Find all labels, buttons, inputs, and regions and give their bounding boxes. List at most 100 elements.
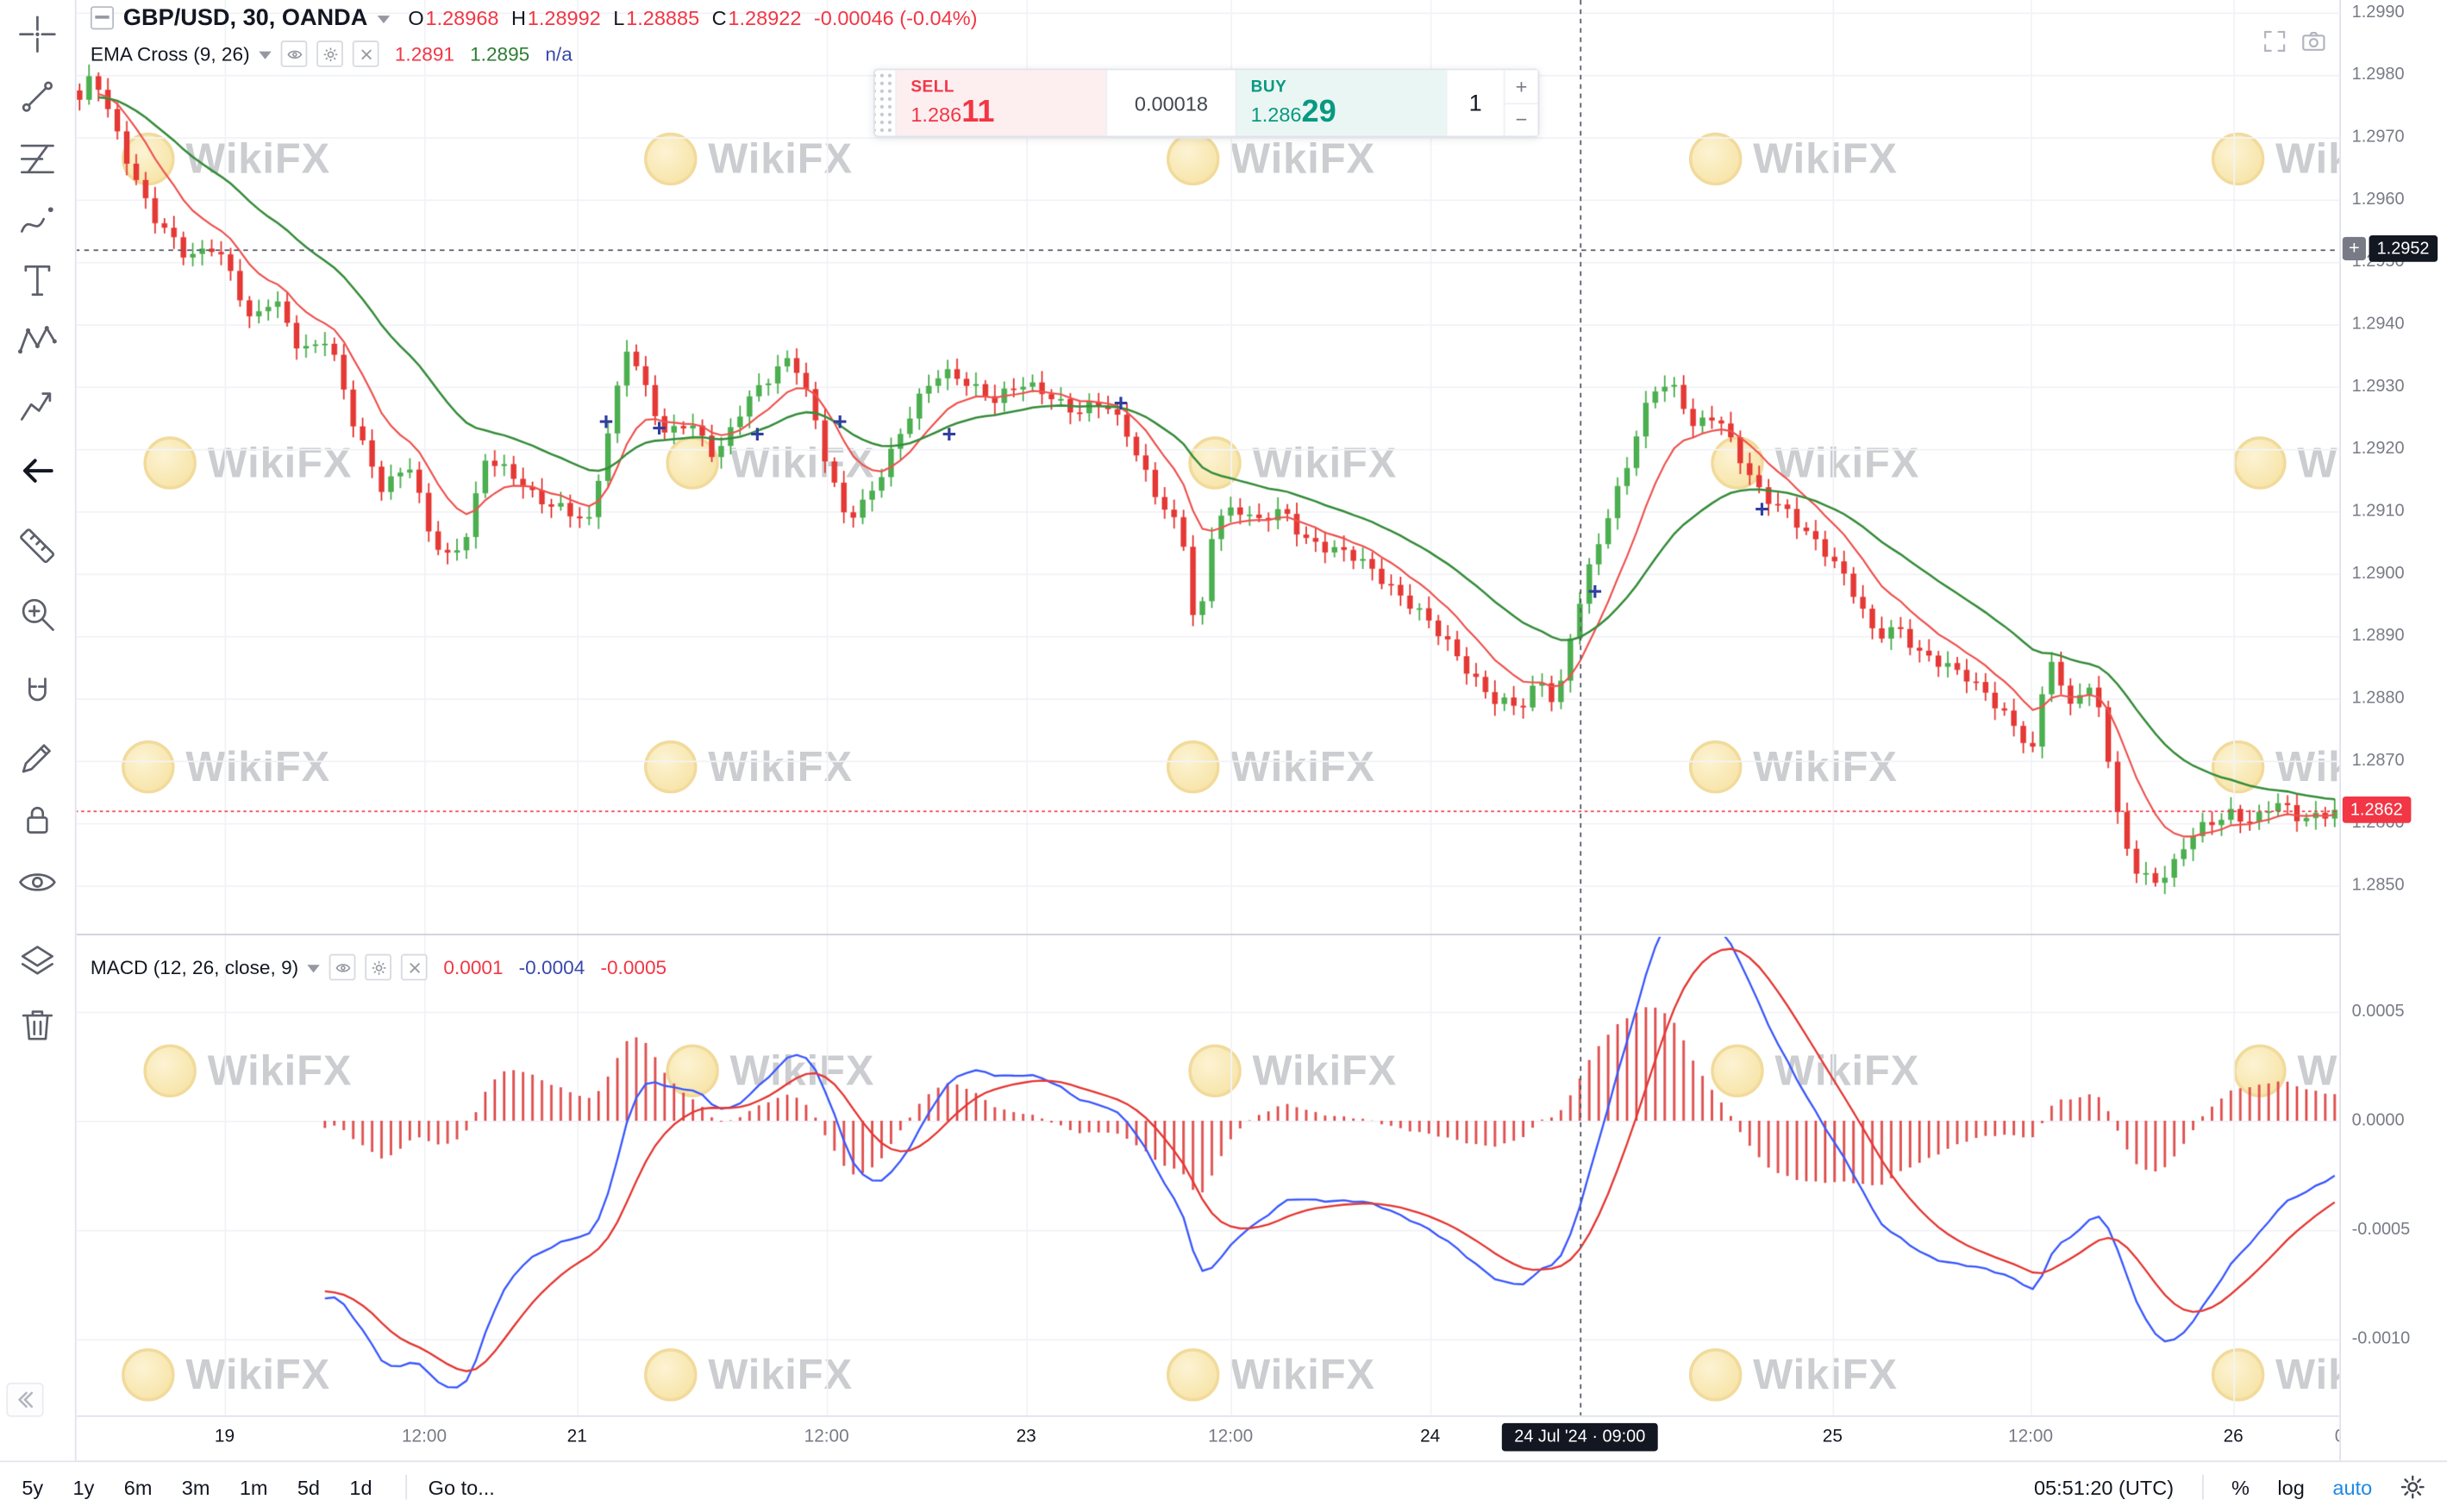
time-label: 21 (566, 1428, 587, 1447)
macd-tick: -0.0010 (2351, 1329, 2411, 1349)
sell-button[interactable]: SELL 1.286 11 (897, 70, 1106, 136)
time-axis[interactable]: 24 Jul '24 · 09:00 19 12:00 21 12:00 23 12:00… (74, 1415, 2360, 1463)
tool-lock[interactable] (16, 798, 59, 842)
divider (404, 1474, 407, 1500)
tool-object-tree[interactable] (16, 941, 59, 985)
crosshair-time-badge: 24 Jul '24 · 09:00 (1501, 1422, 1658, 1452)
add-order-plus-icon[interactable]: + (2342, 236, 2366, 260)
plus-drawing-marker[interactable]: + (942, 422, 957, 449)
plus-drawing-marker[interactable]: + (832, 409, 848, 437)
legend-collapse-icon[interactable] (90, 6, 115, 30)
ohlc-readout: O 1.28968 H 1.28992 L 1.28885 C 1.28922 -0.0… (408, 6, 978, 30)
range-button-6m[interactable]: 6m (123, 1475, 153, 1499)
clock-utc[interactable]: 05:51:20 (UTC) (2033, 1475, 2175, 1499)
tool-remove-drawings[interactable] (16, 1004, 59, 1048)
change-value: -0.00046 (-0.04%) (813, 6, 978, 30)
open-value: 1.28968 (425, 6, 499, 30)
hide-drawings-icon (19, 873, 56, 891)
ema-hide-button[interactable] (280, 41, 308, 67)
range-button-5d[interactable]: 5d (297, 1475, 321, 1499)
range-button-1m[interactable]: 1m (239, 1475, 268, 1499)
time-label: 12:00 (2008, 1428, 2054, 1447)
ema-title[interactable]: EMA Cross (9, 26) (90, 42, 250, 66)
plus-drawing-marker[interactable]: + (1587, 579, 1603, 607)
range-button-5y[interactable]: 5y (22, 1475, 44, 1499)
order-panel-drag-handle[interactable] (874, 70, 898, 136)
tool-brush[interactable] (16, 199, 59, 243)
price-tick: 1.2940 (2351, 315, 2405, 334)
price-axis[interactable]: + 1.2952 1.2862 1.2990 1.2980 1.2970 1.2960… (2339, 0, 2447, 1461)
quantity-decrease-button[interactable]: − (1515, 108, 1528, 132)
buy-button[interactable]: BUY 1.286 29 (1235, 70, 1446, 136)
object-tree-icon (21, 946, 53, 975)
ema-slow-value: 1.2895 (470, 42, 530, 66)
range-button-1d[interactable]: 1d (349, 1475, 372, 1499)
tool-arrow[interactable] (16, 449, 59, 493)
ema-cross-value: n/a (545, 42, 573, 66)
close-icon (360, 48, 372, 59)
chevron-down-icon[interactable] (308, 965, 321, 973)
tool-trend-line[interactable] (16, 75, 59, 119)
plus-drawing-marker[interactable]: + (1113, 390, 1129, 418)
sell-price-pips: 11 (961, 95, 995, 130)
sell-price-base: 1.286 (911, 103, 962, 127)
tool-text[interactable] (16, 259, 59, 303)
tool-forecast[interactable] (16, 384, 59, 428)
order-panel: SELL 1.286 11 0.00018 BUY 1.286 29 1 + − (873, 68, 1540, 138)
tool-xabcd-pattern[interactable] (16, 318, 59, 362)
macd-hist-value: 0.0001 (443, 956, 504, 978)
chevron-left-icon (17, 1391, 34, 1408)
trend-line-icon (22, 81, 53, 112)
goto-button[interactable]: Go to... (428, 1475, 495, 1499)
macd-remove-button[interactable] (401, 953, 429, 981)
plus-drawing-marker[interactable]: + (1754, 497, 1769, 524)
high-value: 1.28992 (527, 6, 601, 30)
macd-settings-button[interactable] (365, 953, 392, 981)
screenshot-icon[interactable] (2300, 28, 2327, 55)
plus-drawing-marker[interactable]: + (652, 415, 667, 443)
quantity-increase-button[interactable]: + (1505, 70, 1538, 104)
plus-drawing-marker[interactable]: + (749, 422, 765, 449)
settings-gear-button[interactable] (2400, 1475, 2425, 1500)
ema-remove-button[interactable] (353, 41, 379, 67)
price-tick: 1.2900 (2351, 564, 2405, 584)
percent-scale-button[interactable]: % (2231, 1475, 2250, 1499)
last-price-badge: 1.2862 (2342, 797, 2411, 823)
range-button-3m[interactable]: 3m (181, 1475, 210, 1499)
price-chart-canvas[interactable] (74, 0, 2340, 1415)
chevron-down-icon[interactable] (259, 51, 272, 59)
macd-hide-button[interactable] (329, 953, 357, 981)
tool-measure[interactable] (16, 524, 59, 568)
plus-drawing-marker[interactable]: + (598, 409, 614, 437)
fib-retracement-icon (20, 144, 54, 174)
text-icon (24, 265, 51, 297)
toolbar-collapse-button[interactable] (6, 1382, 44, 1417)
tool-hide-drawings[interactable] (16, 860, 59, 904)
price-tick: 1.2930 (2351, 377, 2405, 397)
tool-zoom-in[interactable] (16, 592, 59, 636)
macd-tick: 0.0000 (2351, 1111, 2405, 1130)
chevron-down-icon[interactable] (377, 16, 390, 24)
tool-crosshair[interactable] (16, 12, 59, 56)
tool-draw[interactable] (16, 735, 59, 779)
ema-settings-button[interactable] (316, 41, 344, 67)
time-label: 23 (1016, 1428, 1036, 1447)
quantity-value[interactable]: 1 (1468, 89, 1482, 116)
auto-scale-button[interactable]: auto (2332, 1475, 2373, 1499)
tool-magnet[interactable] (16, 673, 59, 717)
time-label: 25 (1822, 1428, 1843, 1447)
macd-title[interactable]: MACD (12, 26, close, 9) (90, 956, 299, 978)
drawing-toolbar (0, 0, 77, 1461)
close-icon (410, 962, 420, 972)
gear-icon (2400, 1475, 2425, 1499)
draw-icon (22, 744, 51, 773)
lock-icon (27, 806, 48, 834)
macd-signal-value: -0.0005 (600, 956, 667, 978)
range-button-1y[interactable]: 1y (72, 1475, 95, 1499)
tool-fib-retracement[interactable] (16, 137, 59, 181)
symbol-title[interactable]: GBP/USD, 30, OANDA (122, 4, 368, 32)
fullscreen-icon[interactable] (2262, 28, 2288, 55)
log-scale-button[interactable]: log (2277, 1475, 2305, 1499)
macd-tick: 0.0005 (2351, 1002, 2405, 1022)
